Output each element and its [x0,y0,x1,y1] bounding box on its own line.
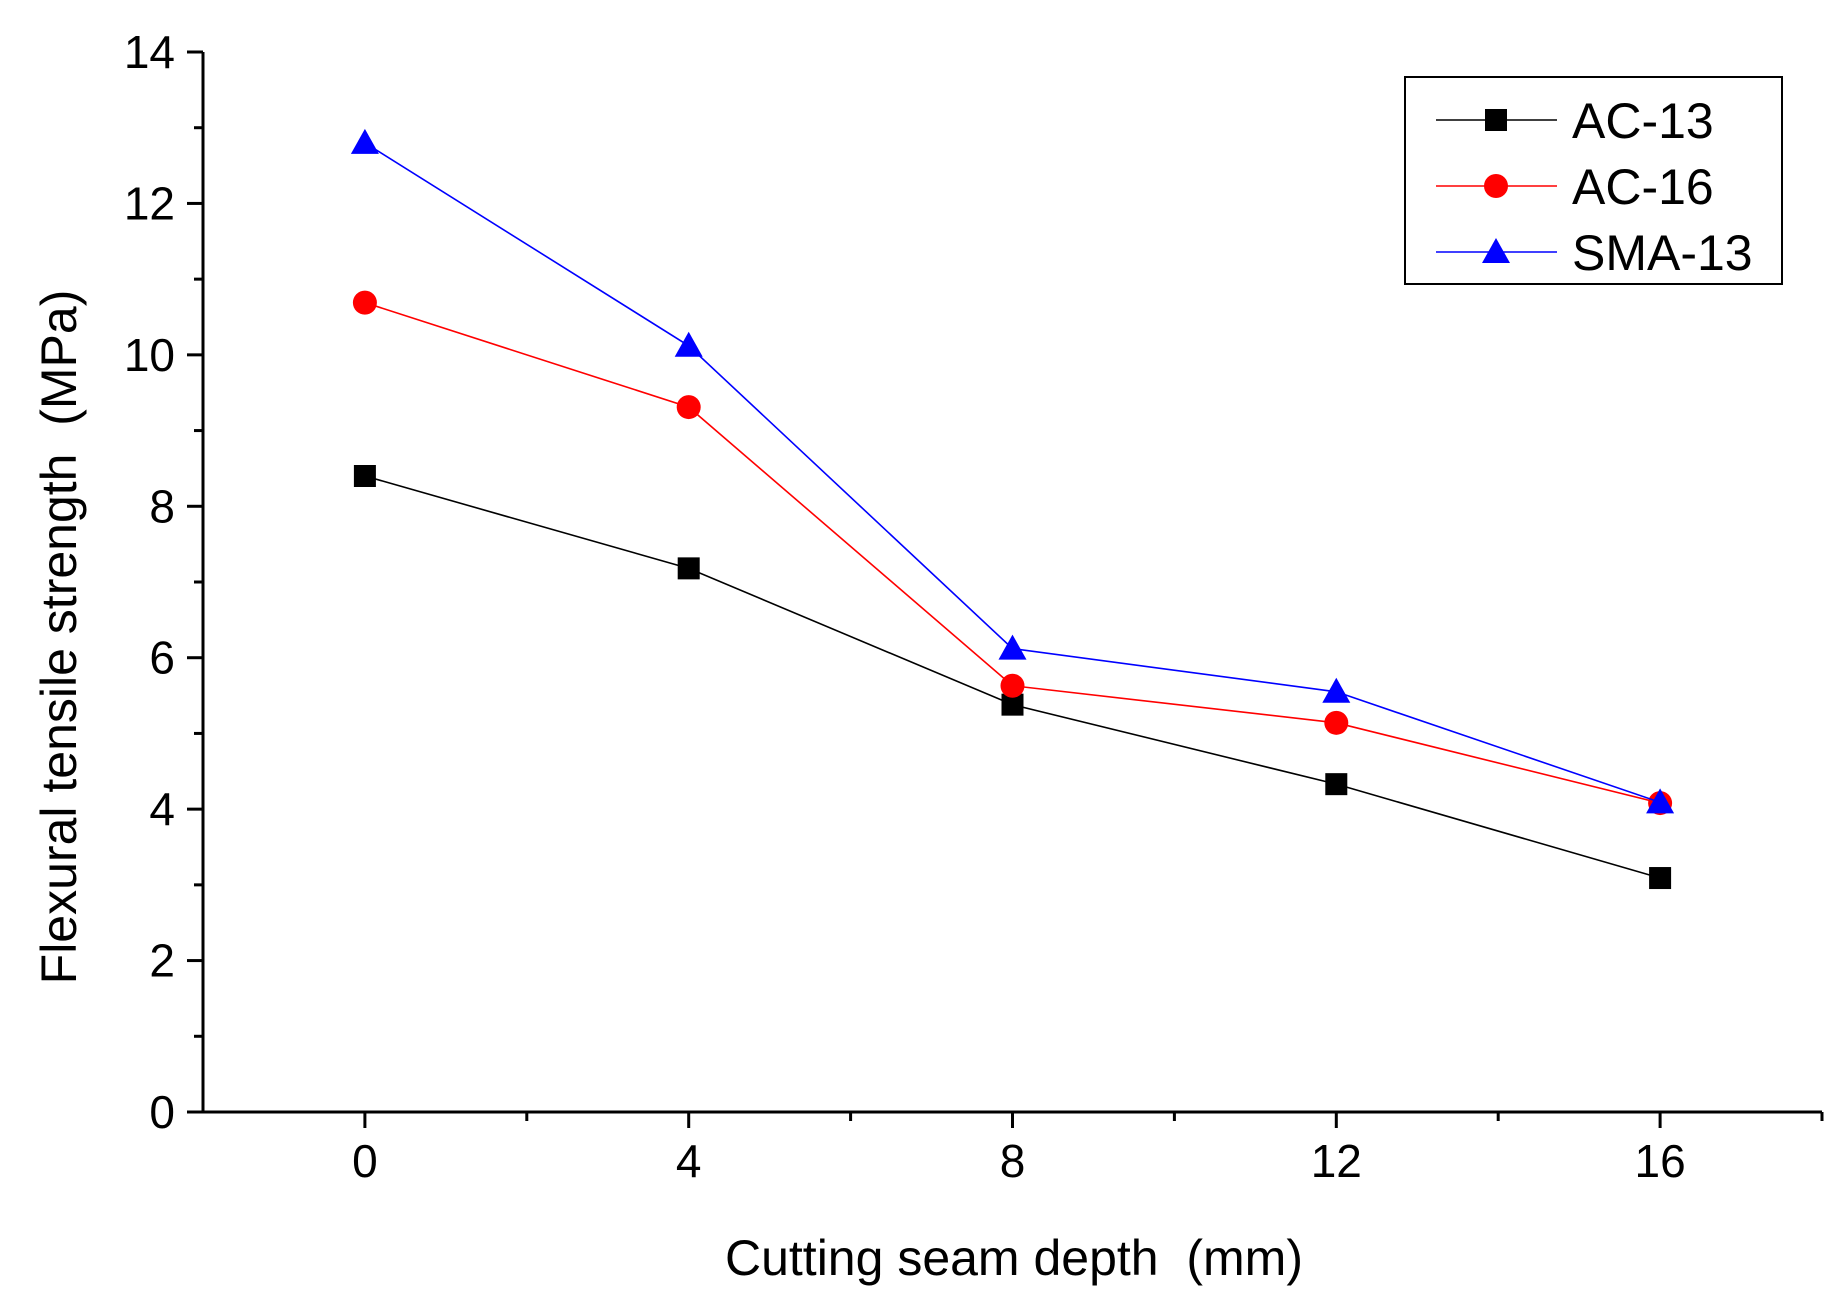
legend-item-sma-13: SMA-13 [1436,225,1753,281]
x-tick-label: 12 [1311,1135,1362,1187]
data-point-ac-13 [677,557,700,580]
data-point-ac-16 [1000,673,1025,698]
legend-marker-sma-13 [1482,238,1510,263]
series-ac-13 [353,465,1672,890]
y-tick-label: 2 [149,935,175,987]
series-ac-16 [352,290,1673,816]
axes: 0 2 4 6 8 10 12 14 0 4 8 12 16 [124,26,1824,1187]
x-tick-label: 0 [352,1135,378,1187]
legend-label-ac-16: AC-16 [1572,159,1714,215]
data-point-sma-13 [674,331,703,357]
x-tick-label: 4 [676,1135,702,1187]
legend: AC-13 AC-16 SMA-13 [1404,76,1783,285]
y-tick-label: 6 [149,632,175,684]
x-axis-title: Cutting seam depth (mm) [725,1230,1303,1286]
y-tick-label: 0 [149,1086,175,1138]
data-point-sma-13 [1646,788,1675,814]
legend-marker-ac-16 [1484,174,1508,198]
series-sma-13 [350,128,1675,814]
data-point-ac-16 [352,290,377,315]
x-tick-label: 8 [1000,1135,1026,1187]
y-tick-label: 10 [124,329,175,381]
legend-label-sma-13: SMA-13 [1572,225,1753,281]
y-tick-label: 12 [124,177,175,229]
legend-item-ac-13: AC-13 [1436,93,1714,149]
legend-label-ac-13: AC-13 [1572,93,1714,149]
data-point-sma-13 [1322,677,1351,703]
series-layer [350,128,1675,890]
legend-frame [1404,76,1783,285]
y-tick-label: 14 [124,26,175,78]
x-tick-label: 16 [1635,1135,1686,1187]
data-point-ac-13 [1001,693,1024,716]
data-point-ac-16 [1324,710,1349,735]
data-point-sma-13 [998,634,1027,660]
series-line-ac-16 [364,301,1661,804]
data-point-ac-13 [1325,773,1348,796]
y-axis-title: Flexural tensile strength (MPa) [31,290,87,985]
y-tick-label: 8 [149,480,175,532]
data-point-sma-13 [350,128,379,154]
legend-item-ac-16: AC-16 [1436,159,1714,215]
data-point-ac-13 [353,465,376,487]
data-point-ac-16 [676,395,701,420]
legend-marker-ac-13 [1485,109,1507,131]
data-point-ac-13 [1649,867,1672,890]
y-tick-label: 4 [149,783,175,835]
